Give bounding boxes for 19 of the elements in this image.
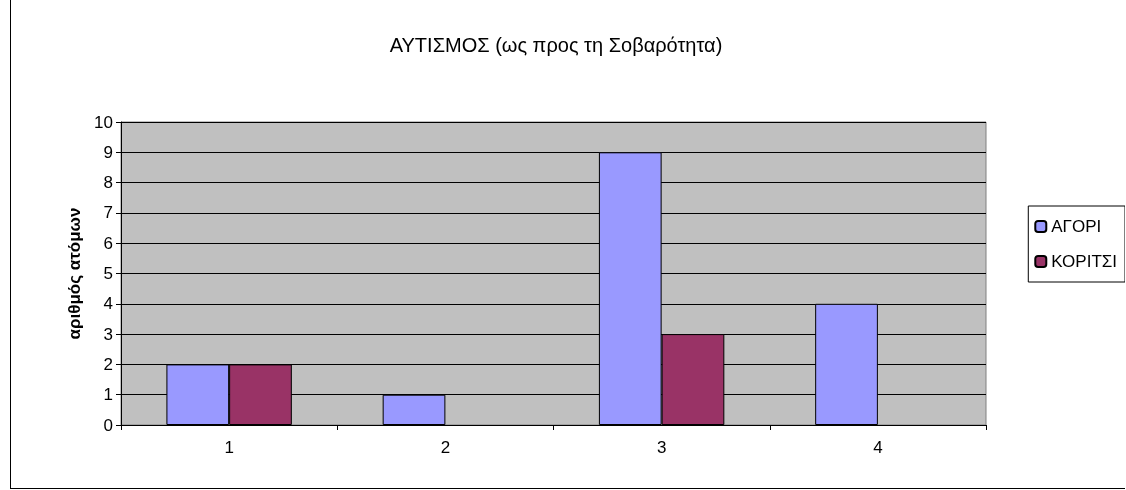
y-tick-label: 7 <box>103 203 113 223</box>
y-tick-label: 8 <box>103 173 113 193</box>
y-tick-label: 1 <box>103 385 113 405</box>
y-tick-label: 6 <box>103 233 113 253</box>
y-tick-label: 4 <box>103 294 113 314</box>
y-tick-label: 9 <box>103 142 113 162</box>
y-axis-title: αριθμός ατόμων <box>65 207 85 340</box>
legend-label: ΑΓΟΡΙ <box>1051 217 1102 236</box>
y-tick-label: 10 <box>94 112 113 132</box>
x-tick-label: 4 <box>873 438 883 457</box>
x-tick-label: 2 <box>440 438 451 457</box>
y-tick-label: 3 <box>103 324 113 344</box>
y-tick-label: 2 <box>103 354 113 374</box>
x-tick-label: 1 <box>224 438 234 457</box>
legend-label: ΚΟΡΙΤΣΙ <box>1051 252 1117 271</box>
x-tick-label: 3 <box>656 438 667 457</box>
y-tick-label: 0 <box>103 415 113 435</box>
chart-title: ΑΥΤΙΣΜΟΣ (ως προς τη Σοβαρότητα) <box>389 34 723 56</box>
y-tick-label: 5 <box>103 264 113 283</box>
